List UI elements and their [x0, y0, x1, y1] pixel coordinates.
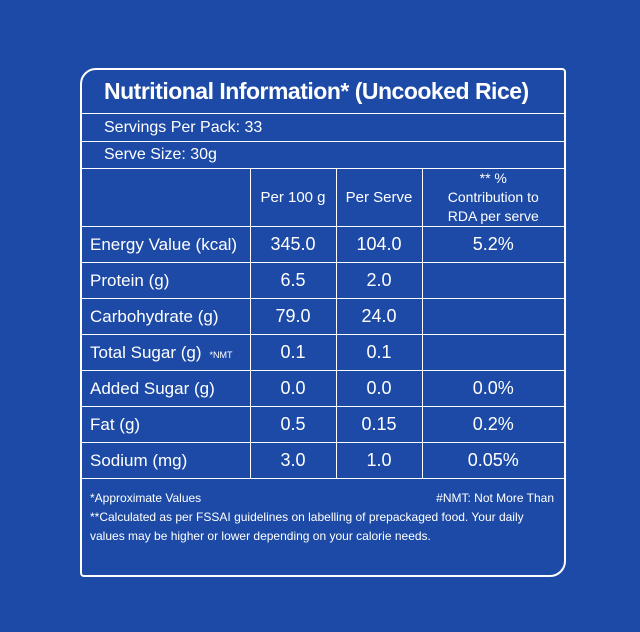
nutrient-name: Carbohydrate (g) [90, 306, 219, 326]
footnote: **Calculated as per FSSAI guidelines on … [90, 510, 524, 544]
value-cell: 0.0 [335, 370, 423, 407]
value-cell: 0.15 [335, 406, 423, 443]
value-cell: 0.2% [421, 406, 564, 443]
value-cell: 0.1 [249, 334, 337, 371]
value-cell: 0.5 [249, 406, 337, 443]
header-cell: Per Serve [335, 169, 423, 227]
value-cell: 104.0 [335, 226, 423, 263]
value-cell: 2.0 [335, 262, 423, 299]
nutrient-note: *NMT [209, 349, 233, 360]
nutrient-row: Fat (g) 0.5 0.15 0.2% [82, 406, 564, 443]
nutrition-table: Per 100 g Per Serve ** % Contribution to R… [82, 169, 564, 479]
title: Nutritional Information* (Uncooked Rice) [82, 70, 564, 114]
serve-size: Serve Size: 30g [82, 142, 564, 169]
value-cell: 5.2% [421, 226, 564, 263]
value-cell: 0.05% [421, 442, 564, 479]
nutrient-row: Total Sugar (g) *NMT 0.1 0.1 [82, 334, 564, 371]
servings: Servings Per Pack: 33 [82, 114, 564, 142]
footnote: #NMT: Not More Than [436, 491, 554, 505]
nutrient-name: Sodium (mg) [90, 450, 188, 470]
header-cell [82, 169, 251, 227]
nutrient-cell: Added Sugar (g) [82, 370, 251, 407]
header-cell: Per 100 g [249, 169, 337, 227]
nutrient-cell: Total Sugar (g) *NMT [82, 334, 251, 371]
value-cell: 6.5 [249, 262, 337, 299]
nutrient-name: Added Sugar (g) [90, 378, 215, 398]
nutrition-panel: Nutritional Information* (Uncooked Rice)… [80, 68, 566, 577]
header-row: Per 100 g Per Serve ** % Contribution to R… [82, 169, 564, 227]
value-cell [421, 334, 564, 371]
nutrient-cell: Sodium (mg) [82, 442, 251, 479]
value-cell: 345.0 [249, 226, 337, 263]
nutrient-name: Total Sugar (g) [90, 342, 202, 362]
value-cell: 1.0 [335, 442, 423, 479]
nutrient-name: Fat (g) [90, 414, 141, 434]
footer: *Approximate Values #NMT: Not More Than … [82, 479, 564, 547]
nutrient-row: Added Sugar (g) 0.0 0.0 0.0% [82, 370, 564, 407]
nutrient-cell: Energy Value (kcal) [82, 226, 251, 263]
value-cell: 3.0 [249, 442, 337, 479]
footnote: *Approximate Values [90, 491, 202, 505]
header-cell: ** % Contribution to RDA per serve [421, 169, 564, 227]
value-cell: 0.0% [421, 370, 564, 407]
nutrient-row: Energy Value (kcal) 345.0 104.0 5.2% [82, 226, 564, 263]
nutrient-row: Protein (g) 6.5 2.0 [82, 262, 564, 299]
nutrient-cell: Carbohydrate (g) [82, 298, 251, 335]
value-cell: 24.0 [335, 298, 423, 335]
nutrient-name: Energy Value (kcal) [90, 234, 238, 254]
nutrient-cell: Fat (g) [82, 406, 251, 443]
nutrient-name: Protein (g) [90, 270, 170, 290]
value-cell: 0.0 [249, 370, 337, 407]
value-cell: 79.0 [249, 298, 337, 335]
nutrient-row: Sodium (mg) 3.0 1.0 0.05% [82, 442, 564, 479]
nutrient-cell: Protein (g) [82, 262, 251, 299]
value-cell: 0.1 [335, 334, 423, 371]
value-cell [421, 298, 564, 335]
value-cell [421, 262, 564, 299]
nutrient-row: Carbohydrate (g) 79.0 24.0 [82, 298, 564, 335]
